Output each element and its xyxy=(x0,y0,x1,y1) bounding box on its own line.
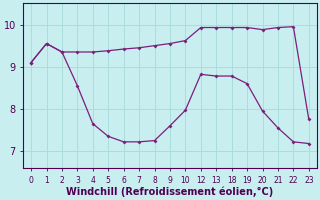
X-axis label: Windchill (Refroidissement éolien,°C): Windchill (Refroidissement éolien,°C) xyxy=(66,186,274,197)
